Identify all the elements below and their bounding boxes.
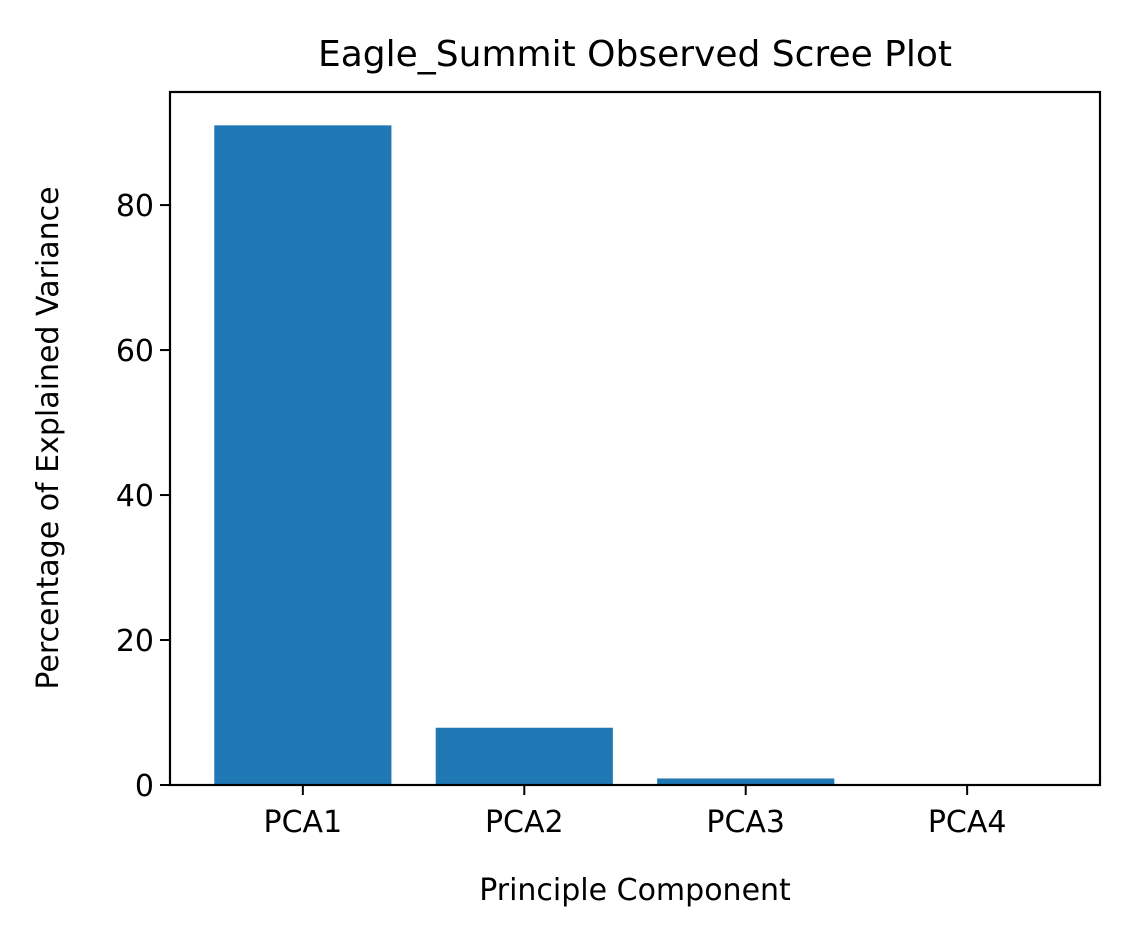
chart-title: Eagle_Summit Observed Scree Plot [318,34,952,75]
x-tick-label-pca3: PCA3 [706,805,785,840]
x-tick-label-pca4: PCA4 [928,805,1007,840]
bar-pca3 [657,778,835,785]
y-axis-label: Percentage of Explained Variance [31,186,66,689]
y-tick-label-60: 60 [116,334,154,369]
y-tick-label-20: 20 [116,624,154,659]
bar-pca1 [214,125,392,785]
y-tick-label-80: 80 [116,189,154,224]
y-tick-label-40: 40 [116,479,154,514]
ticks-layer: PCA1 PCA2 PCA3 PCA4 0 20 40 60 80 [116,189,1007,840]
y-tick-label-0: 0 [135,769,154,804]
x-axis-label: Principle Component [479,873,791,908]
x-tick-label-pca2: PCA2 [485,805,564,840]
bars-layer [214,125,1056,785]
x-tick-label-pca1: PCA1 [264,805,343,840]
plot-frame [168,90,1102,787]
bar-pca2 [435,727,613,785]
